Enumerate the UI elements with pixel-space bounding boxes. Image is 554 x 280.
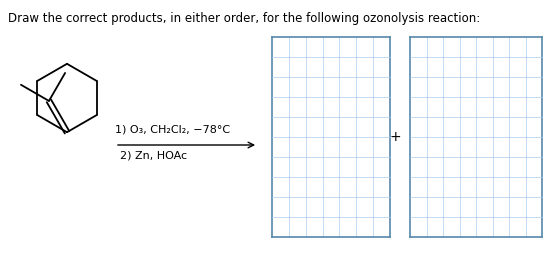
Text: +: + [389, 130, 401, 144]
Text: Draw the correct products, in either order, for the following ozonolysis reactio: Draw the correct products, in either ord… [8, 12, 480, 25]
Bar [410, 37, 542, 237]
Text: 1) O₃, CH₂Cl₂, −78°C: 1) O₃, CH₂Cl₂, −78°C [115, 125, 230, 135]
Text: 2) Zn, HOAc: 2) Zn, HOAc [120, 150, 187, 160]
Bar [272, 37, 390, 237]
